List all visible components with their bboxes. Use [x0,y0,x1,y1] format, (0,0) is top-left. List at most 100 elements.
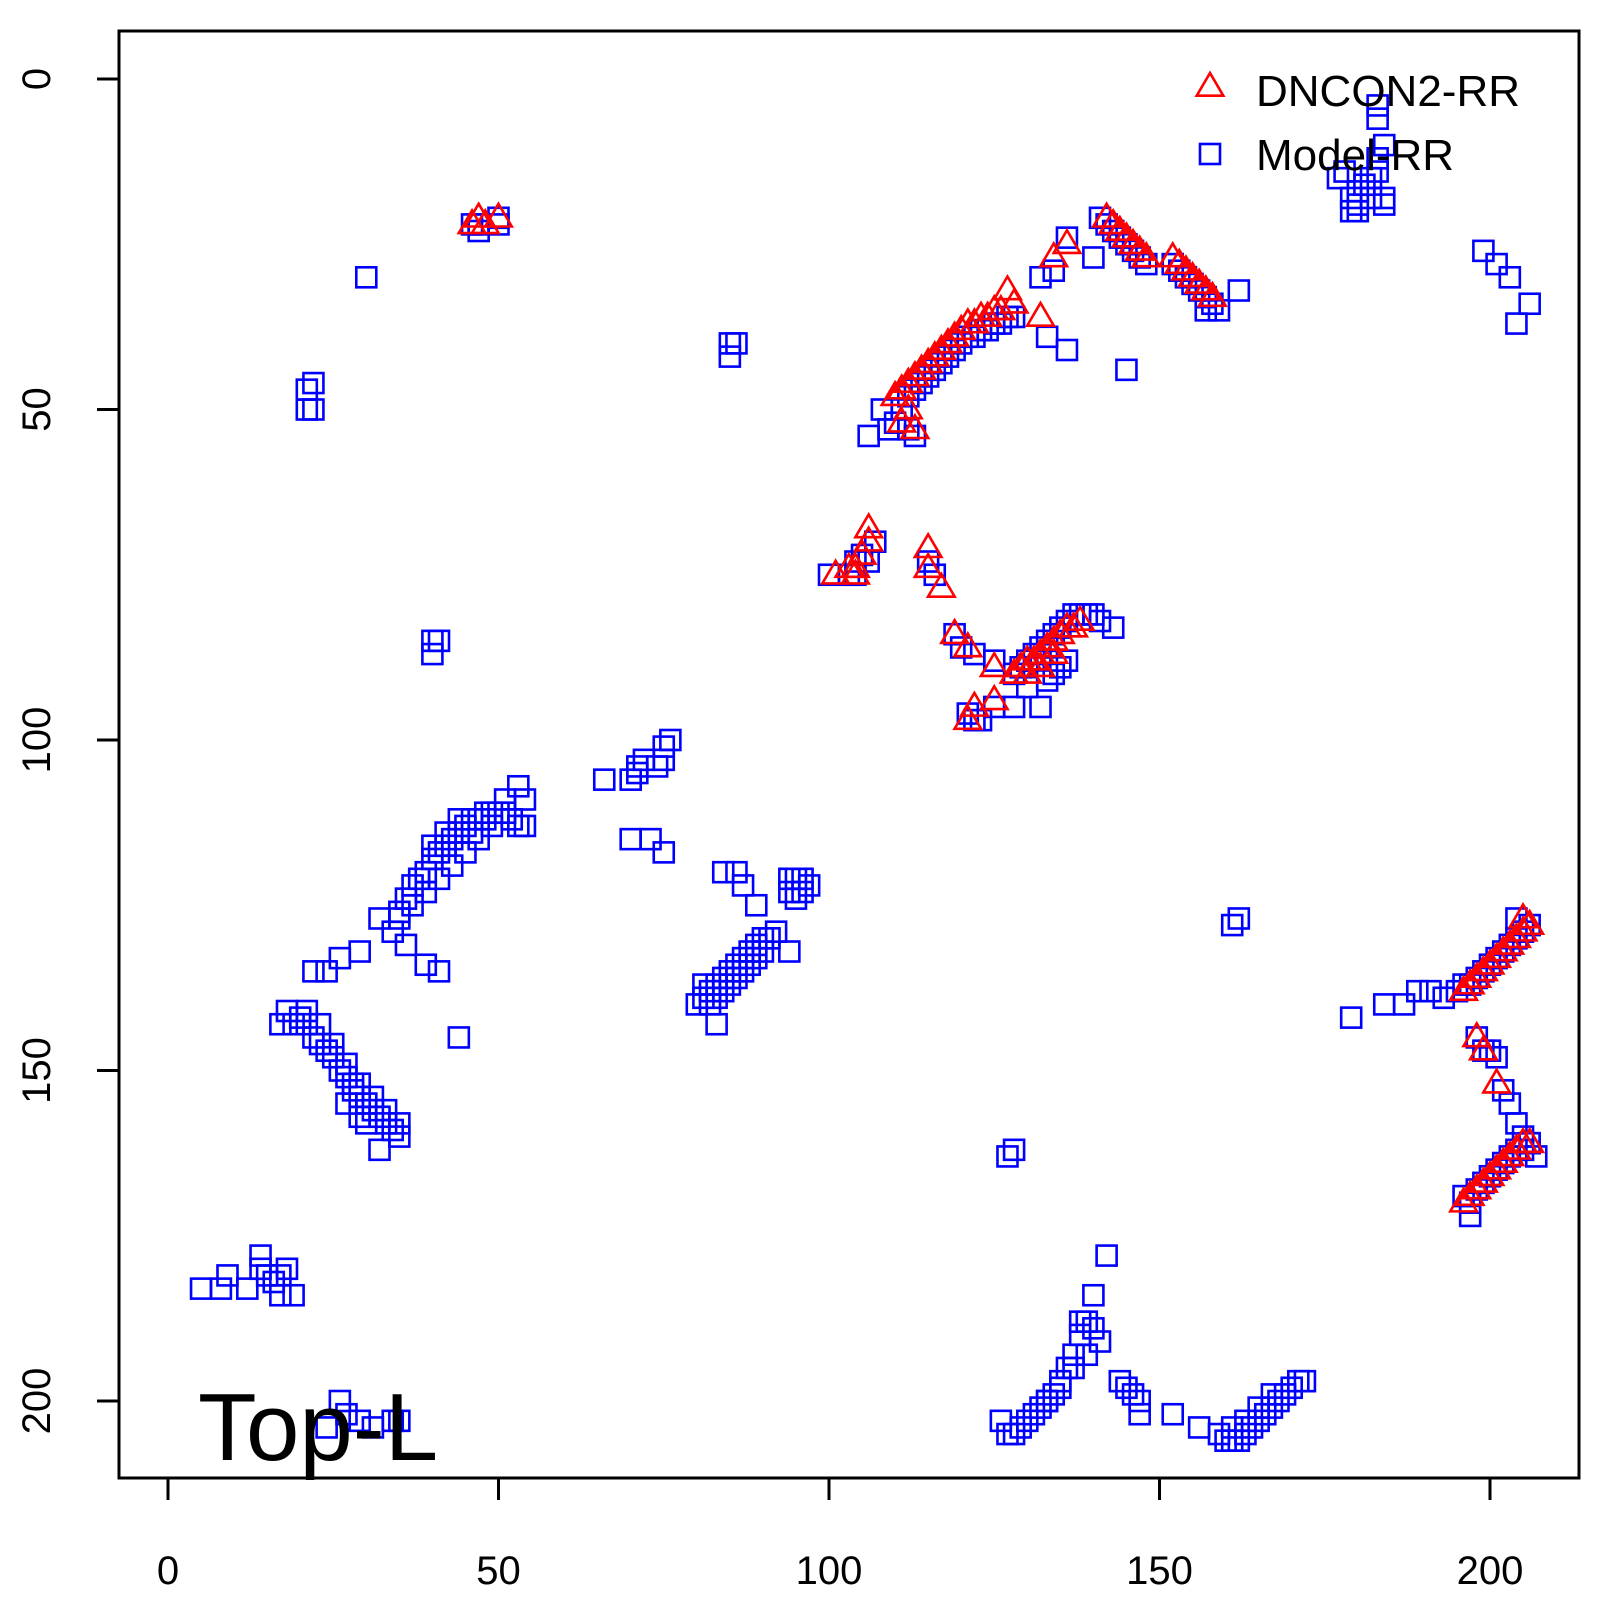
square-point [1478,1039,1502,1062]
square-point [302,960,325,983]
square-point [269,1012,292,1036]
square-point [467,827,490,851]
triangle-point [1514,1126,1546,1154]
square-point [427,867,451,891]
square-point [288,1006,312,1029]
square-point [1498,1092,1522,1115]
triangle-point [1011,657,1043,684]
square-point [645,755,669,778]
square-point [388,1409,411,1433]
square-point [1108,1369,1132,1393]
square-point [236,1277,259,1300]
triangle-point [853,525,885,552]
square-point [447,808,471,831]
triangle-point [899,359,931,387]
square-point [282,1012,305,1036]
triangle-point [1507,901,1539,929]
square-point [487,801,510,825]
square-point [1161,1402,1185,1426]
square-point [1485,252,1508,276]
triangle-point [952,630,984,658]
square-point [1220,913,1244,937]
square-point [460,821,484,844]
triangle-point [1051,227,1083,255]
square-point [1115,358,1138,382]
triangle-point [952,703,984,731]
square-point [1002,695,1026,719]
triangle-point [1058,611,1090,638]
series-dncon2-rr [456,201,1546,1213]
triangle-point [839,551,872,579]
triangle-point [899,412,931,440]
square-point [1062,1356,1085,1380]
triangle-point [1038,240,1070,268]
square-point [996,1145,1019,1168]
y-tick-label: 150 [15,1037,59,1104]
square-point [1101,616,1125,639]
square-point [1068,1310,1092,1333]
square-point [1194,299,1218,322]
triangle-point [1454,968,1486,995]
square-point [321,1045,345,1069]
square-point [249,1257,272,1281]
square-point [361,1098,385,1122]
square-point [434,821,457,844]
square-point [1260,1396,1284,1419]
triangle-point [846,538,878,565]
y-tick-label: 50 [15,387,59,432]
square-point [592,768,616,791]
square-point [652,748,676,772]
square-point [1234,1422,1257,1446]
square-point [421,642,444,666]
square-point [639,827,662,851]
square-point [374,1112,398,1135]
triangle-point [972,300,1004,327]
square-point [1055,226,1079,249]
square-point [507,774,530,798]
square-point [705,1012,728,1036]
square-point [480,801,504,825]
square-point [275,999,299,1023]
square-point [427,629,451,653]
square-point [315,1416,338,1439]
square-point [1015,1409,1039,1433]
square-point [791,880,814,904]
triangle-point [1190,273,1222,301]
triangle-point [1163,247,1195,275]
square-point [421,847,444,871]
triangle-point [1064,604,1096,632]
square-point [513,788,537,811]
square-point [1055,1356,1079,1380]
legend-label: DNCON2-RR [1256,67,1520,116]
triangle-point [1024,650,1057,678]
square-point [1366,94,1389,117]
square-point [368,907,391,930]
square-point [460,808,484,831]
square-point [335,1092,358,1115]
square-point [1075,1343,1099,1367]
square-point [711,966,735,990]
square-point [725,860,748,884]
square-point [1088,1330,1112,1353]
square-point [388,907,411,930]
square-point [784,887,808,910]
square-point [751,926,775,950]
square-point [1121,1383,1145,1406]
square-point [705,973,728,996]
plot-frame [117,29,1581,1480]
square-point [943,622,966,646]
square-point [348,1409,371,1433]
triangle-point [912,531,944,559]
square-point [731,874,755,897]
square-point [1405,979,1429,1003]
square-point [1293,1369,1317,1393]
triangle-point [1467,1166,1499,1193]
square-point [507,814,530,838]
square-point [1518,292,1541,316]
square-point [341,1079,365,1102]
square-point [1002,305,1026,329]
square-point [1372,193,1396,216]
square-point [335,1052,358,1076]
square-point [1247,1396,1270,1419]
square-point [619,768,643,791]
